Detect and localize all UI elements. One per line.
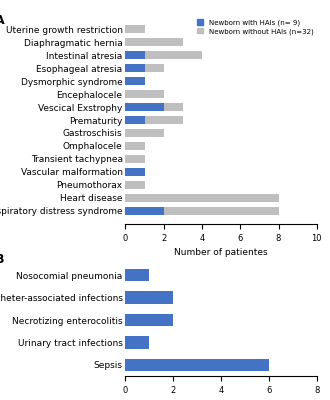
X-axis label: Number of patientes: Number of patientes bbox=[174, 248, 268, 257]
Bar bbox=[125, 104, 164, 110]
Bar bbox=[125, 142, 145, 150]
Bar bbox=[125, 207, 164, 214]
Bar bbox=[145, 52, 202, 58]
Bar bbox=[125, 269, 149, 281]
Bar bbox=[125, 359, 269, 371]
Bar bbox=[125, 116, 145, 124]
Bar bbox=[125, 26, 145, 33]
Bar bbox=[125, 182, 145, 188]
Bar bbox=[125, 90, 164, 98]
Bar bbox=[125, 194, 279, 202]
Bar bbox=[125, 52, 145, 58]
Text: A: A bbox=[0, 14, 5, 27]
Bar bbox=[164, 104, 183, 110]
Bar bbox=[145, 64, 164, 72]
Bar bbox=[125, 168, 145, 176]
Bar bbox=[125, 156, 145, 162]
Text: B: B bbox=[0, 253, 5, 266]
Bar bbox=[164, 207, 279, 214]
Bar bbox=[125, 292, 173, 304]
Bar bbox=[125, 38, 183, 46]
Bar bbox=[125, 314, 173, 326]
Legend: Newborn with HAIs (n= 9), Newborn without HAIs (n=32): Newborn with HAIs (n= 9), Newborn withou… bbox=[197, 20, 313, 35]
Bar bbox=[125, 64, 145, 72]
Bar bbox=[125, 130, 164, 136]
Bar bbox=[125, 336, 149, 348]
Bar bbox=[145, 116, 183, 124]
Bar bbox=[125, 78, 145, 84]
